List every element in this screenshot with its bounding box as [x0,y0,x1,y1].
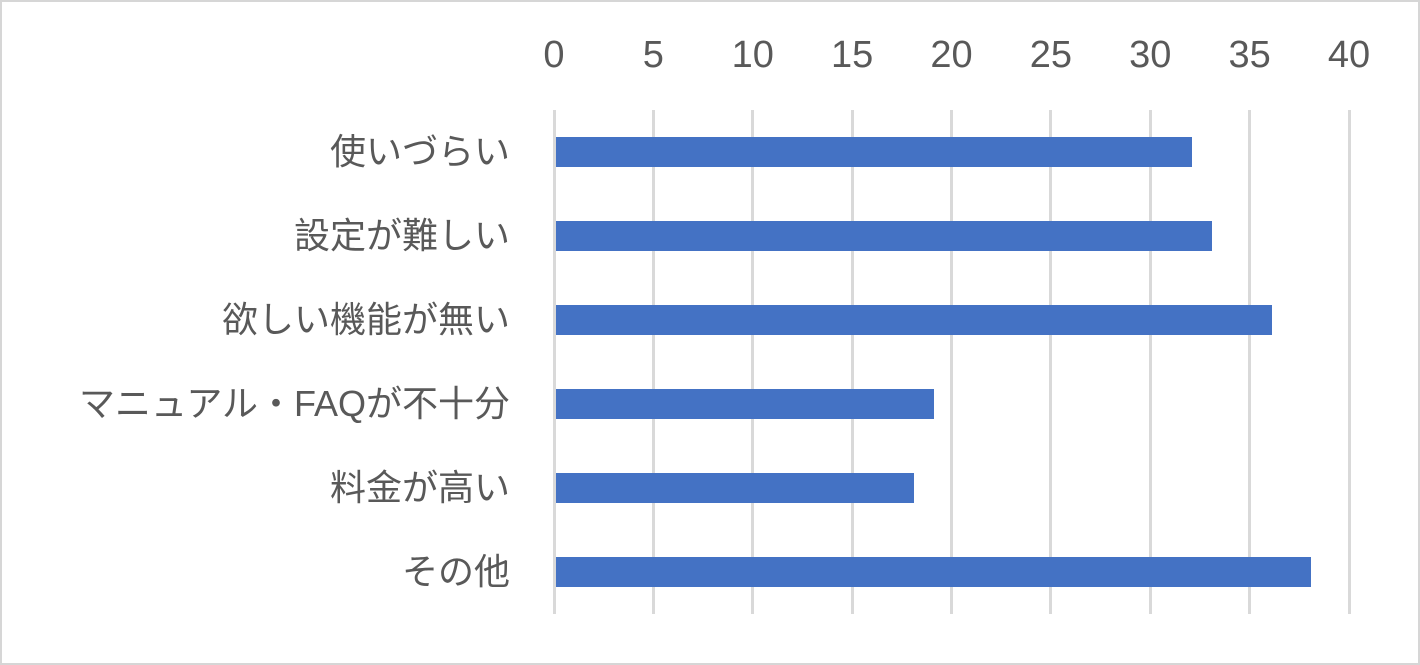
category-label: 使いづらい [329,131,510,172]
category-label: マニュアル・FAQが不十分 [79,383,510,424]
vertical-gridline [552,110,556,614]
x-axis-tick-label: 5 [642,34,664,76]
vertical-gridline [1248,110,1252,614]
x-axis-tick-label: 10 [731,34,774,76]
data-bar [556,473,914,503]
vertical-gridline [1148,110,1152,614]
data-bar [556,221,1212,251]
vertical-gridline [651,110,655,614]
category-label: 設定が難しい [293,215,510,256]
x-axis-tick-label: 15 [830,34,874,76]
x-axis-tick-label: 0 [543,34,565,76]
vertical-gridline [751,110,755,614]
x-axis-tick-label: 35 [1228,34,1271,76]
x-axis-tick-label: 20 [930,34,973,76]
data-bar [556,305,1272,335]
vertical-gridline [1347,110,1351,614]
vertical-gridline [950,110,953,614]
vertical-gridline [850,110,854,614]
x-axis-tick-label: 30 [1129,34,1172,76]
x-axis-tick-label: 25 [1029,34,1073,76]
vertical-gridline [1049,110,1053,614]
category-label: 料金が高い [329,467,510,508]
category-label: その他 [401,551,510,592]
data-bar [556,137,1192,167]
data-bar [556,557,1312,587]
category-label: 欲しい機能が無い [221,299,510,340]
x-axis-tick-label: 40 [1327,34,1371,76]
data-bar [556,389,934,419]
